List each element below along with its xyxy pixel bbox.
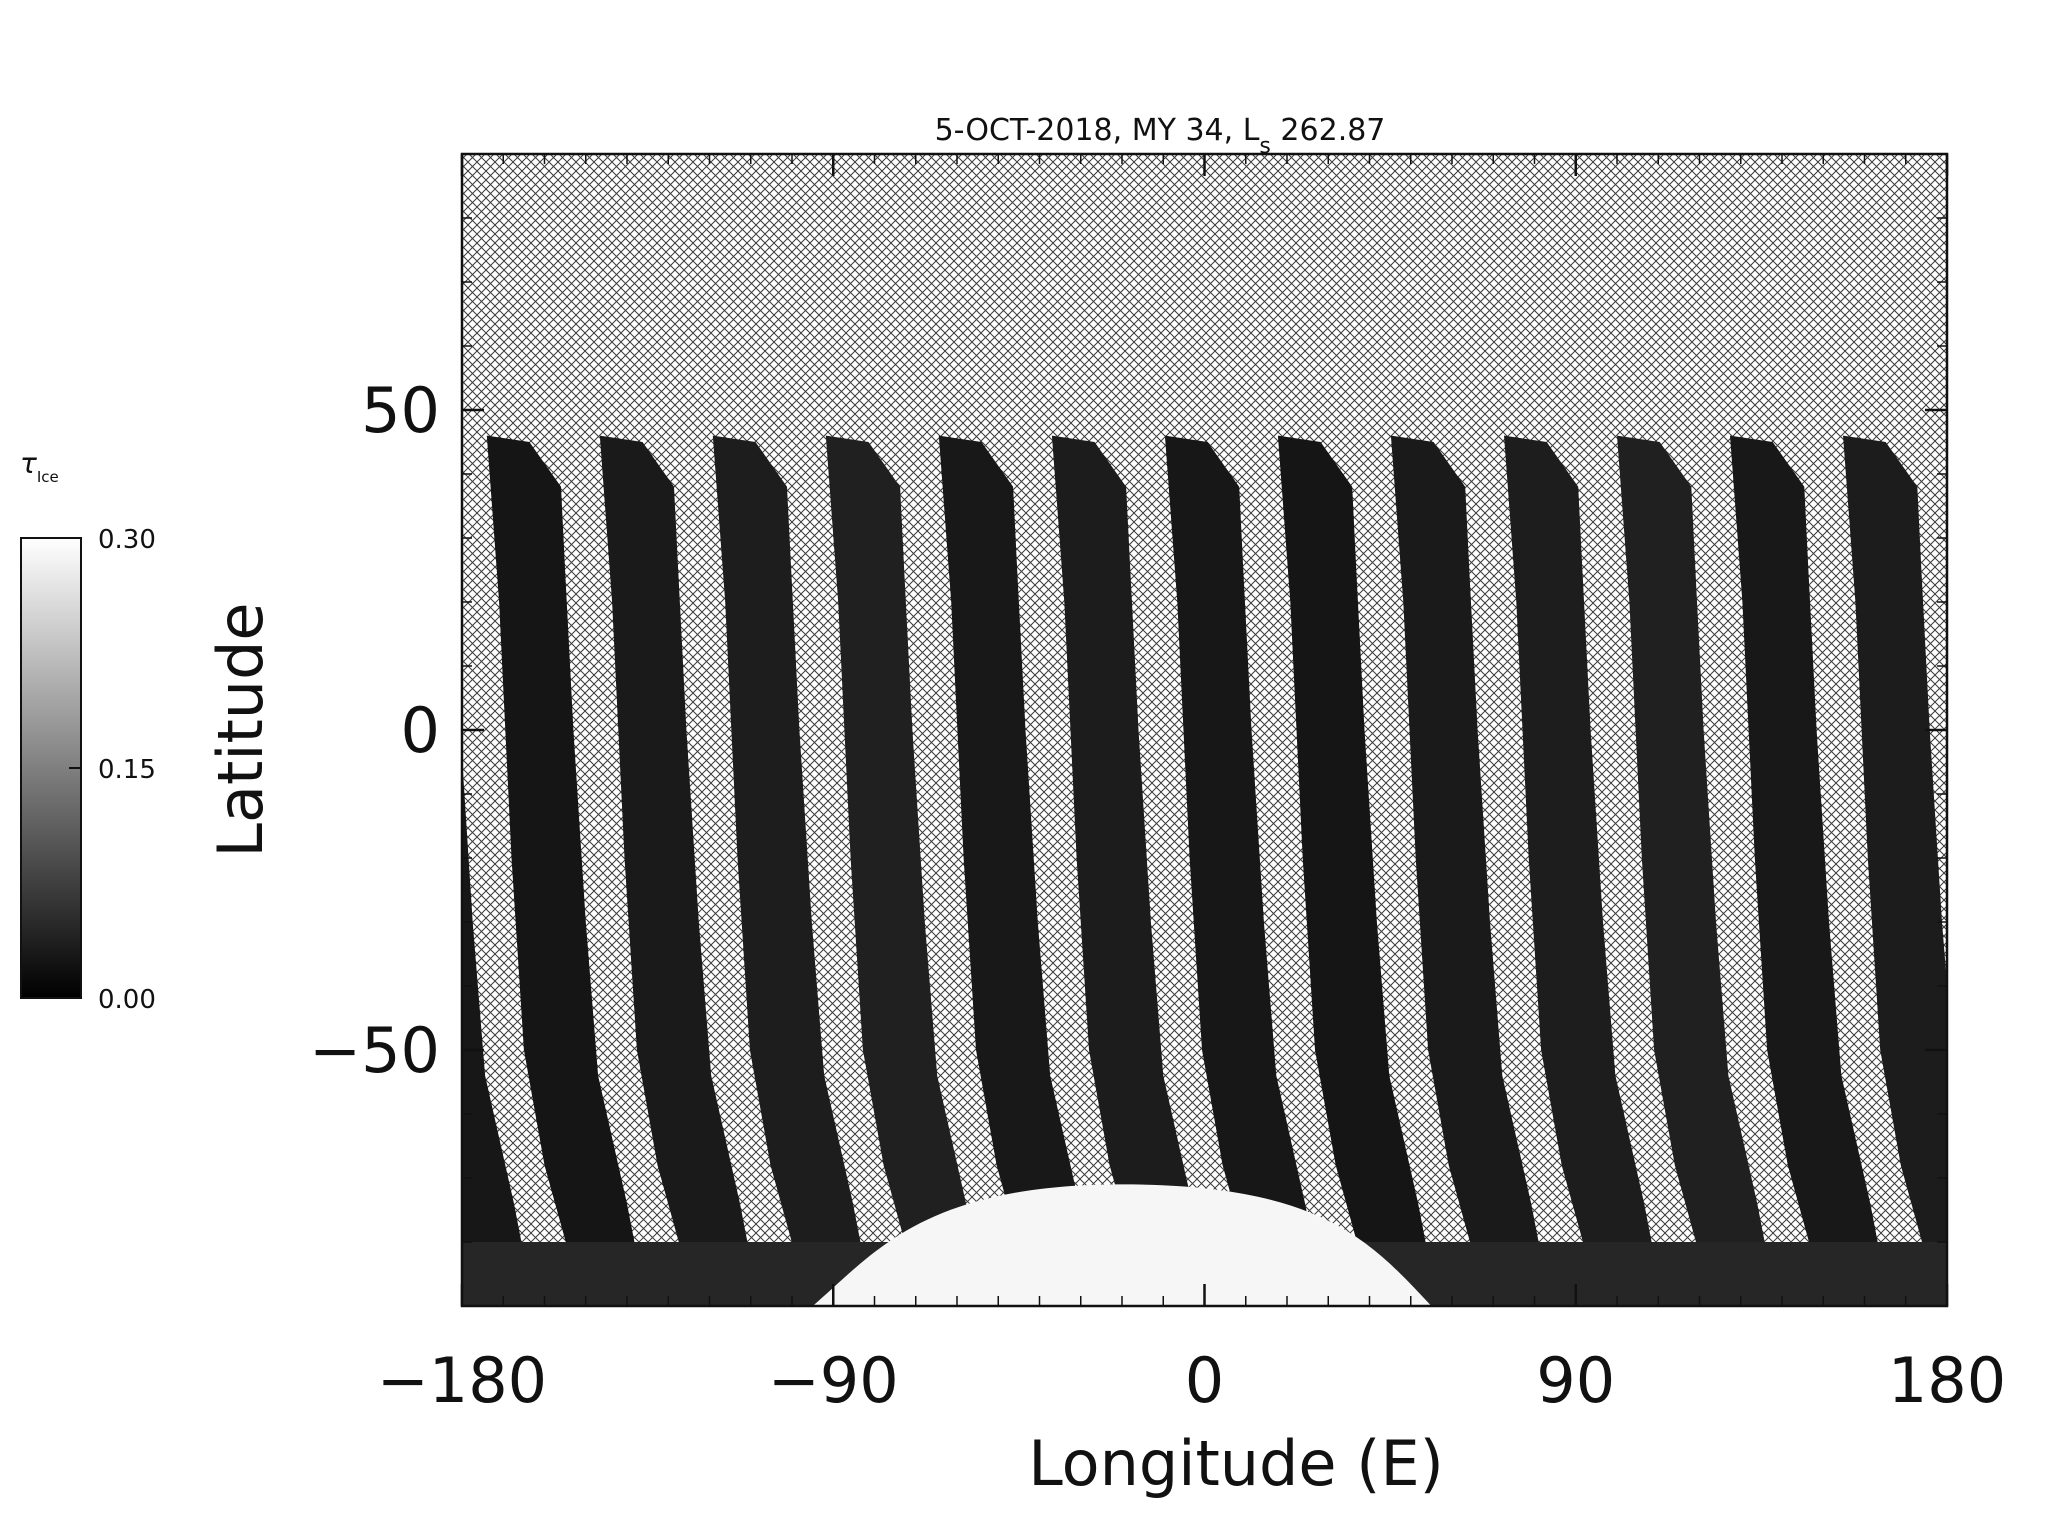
data-swath — [1164, 435, 1318, 1268]
y-tick-label: 0 — [401, 694, 440, 767]
colorbar-tick-label: 0.00 — [98, 985, 156, 1015]
data-swath — [938, 435, 1092, 1268]
x-tick-label: −90 — [768, 1344, 899, 1417]
plot-area — [460, 152, 2048, 1308]
chart-title: 5-OCT-2018, MY 34, Ls 262.87 — [935, 113, 1386, 159]
y-tick-label: 50 — [361, 374, 440, 447]
colorbar-label: τIce — [20, 447, 59, 486]
data-swath — [1390, 435, 1544, 1268]
x-axis: −180 −90 0 90 180 — [377, 154, 2006, 1417]
data-swath — [712, 435, 866, 1268]
data-swath — [1277, 435, 1431, 1268]
data-swath — [1730, 435, 1883, 1268]
data-swath — [599, 435, 753, 1268]
data-swath — [1956, 436, 2048, 1268]
data-swath — [1051, 435, 1205, 1268]
data-swath — [462, 756, 527, 1268]
x-tick-label: 180 — [1888, 1344, 2006, 1417]
y-axis: −50 0 50 — [309, 374, 1947, 1087]
colorbar-tick-label: 0.30 — [98, 525, 156, 555]
colorbar: τIce 0.00 0.15 0.30 — [20, 447, 156, 1015]
y-tick-label: −50 — [309, 1014, 440, 1087]
y-axis-label: Latitude — [204, 602, 277, 857]
data-swath — [486, 435, 640, 1268]
x-tick-label: 90 — [1536, 1344, 1615, 1417]
x-tick-label: 0 — [1185, 1344, 1224, 1417]
colorbar-tick-label: 0.15 — [98, 755, 156, 785]
data-swath — [825, 435, 979, 1268]
colorbar-ticks: 0.00 0.15 0.30 — [69, 525, 156, 1015]
x-tick-label: −180 — [377, 1344, 547, 1417]
x-axis-label: Longitude (E) — [1028, 1427, 1444, 1500]
data-swath — [1504, 435, 1657, 1268]
data-swath — [1843, 435, 1947, 1268]
polar-cap-ice — [812, 1184, 1432, 1306]
data-swath — [1617, 435, 1770, 1268]
